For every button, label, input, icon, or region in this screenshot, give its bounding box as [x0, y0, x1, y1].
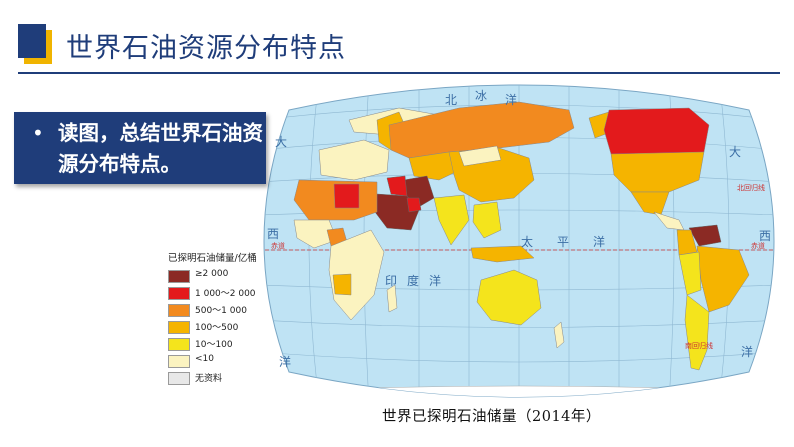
land-central-africa: [328, 229, 385, 321]
title-decoration-block: [18, 24, 52, 64]
land-west-europe: [318, 139, 390, 181]
land-australia: [476, 269, 542, 326]
legend-item-3: 500～1 000: [168, 304, 278, 318]
title-square-icon: [18, 24, 52, 64]
legend-label-7: 无资料: [195, 374, 223, 384]
indian-label-1: 印: [385, 274, 397, 288]
pacific-label-2: 平: [557, 235, 569, 249]
pacific-label-3: 洋: [593, 234, 605, 249]
legend-label-3: 500～1 000: [195, 306, 247, 316]
legend-swatch-7: [168, 372, 190, 385]
callout-text: 读图，总结世界石油资源分布特点。: [58, 121, 263, 176]
legend-swatch-6: [168, 355, 190, 368]
legend-label-6: <10: [195, 354, 214, 364]
legend-label-4: 100～500: [195, 323, 239, 333]
equator-label-left: 赤道: [271, 241, 285, 250]
title-divider: [18, 72, 780, 74]
legend-swatch-2: [168, 287, 190, 300]
equator-label-right: 赤道: [751, 241, 765, 250]
world-oil-reserves-map: 北 冰 洋 太 平 洋 印 度 洋 大 西 洋 大 西 洋 赤道 赤道 北回归线…: [259, 80, 779, 402]
atlantic-right-label-2: 西: [759, 229, 771, 243]
land-canada: [603, 107, 710, 159]
atlantic-left-label-3: 洋: [279, 354, 291, 369]
legend-swatch-5: [168, 338, 190, 351]
tropic-cancer-label: 北回归线: [737, 183, 765, 192]
land-central-asia: [408, 151, 465, 181]
land-argentina: [684, 294, 710, 371]
legend-label-2: 1 000～2 000: [195, 289, 256, 299]
indian-label-3: 洋: [429, 273, 441, 288]
atlantic-left-label-1: 大: [275, 135, 287, 149]
land-new-zealand: [553, 321, 565, 349]
legend-item-5: 10～100: [168, 338, 278, 352]
legend-item-2: 1 000～2 000: [168, 287, 278, 301]
land-angola: [332, 273, 352, 296]
arctic-label-1: 北: [445, 93, 457, 107]
land-peru: [678, 251, 702, 296]
pacific-label-1: 太: [521, 234, 533, 249]
legend-item-1: ≥2 000: [168, 269, 278, 284]
land-mongolia: [458, 145, 502, 167]
legend-title: 已探明石油储量/亿桶: [168, 253, 257, 264]
map-caption: 世界已探明石油储量（2014年）: [382, 409, 601, 425]
land-se-asia: [472, 201, 502, 239]
arctic-label-2: 冰: [475, 89, 487, 103]
land-brazil: [696, 245, 750, 313]
legend-item-4: 100～500: [168, 321, 278, 335]
land-libya: [333, 183, 360, 209]
question-callout: • 读图，总结世界石油资源分布特点。: [14, 112, 266, 184]
land-indonesia: [470, 245, 535, 263]
atlantic-left-label-2: 西: [267, 227, 279, 241]
arctic-label-3: 洋: [505, 92, 517, 107]
atlantic-right-label-1: 大: [729, 145, 741, 159]
land-antarctica: [264, 385, 774, 397]
indian-label-2: 度: [407, 273, 419, 288]
legend-swatch-3: [168, 304, 190, 317]
land-colombia: [676, 229, 698, 256]
legend-label-1: ≥2 000: [195, 269, 229, 279]
page-title: 世界石油资源分布特点: [66, 33, 346, 64]
land-india: [433, 194, 470, 246]
map-legend: 已探明石油储量/亿桶 ≥2 000 1 000～2 000 500～1 000 …: [168, 250, 278, 390]
legend-item-6: <10: [168, 354, 278, 369]
land-russia: [388, 101, 575, 159]
land-madagascar: [386, 284, 398, 313]
legend-label-5: 10～100: [195, 340, 233, 350]
land-venezuela: [688, 224, 722, 247]
callout-bullet: •: [32, 121, 44, 145]
land-west-africa: [293, 219, 338, 249]
atlantic-right-label-3: 洋: [741, 344, 753, 359]
map-svg: 北 冰 洋 太 平 洋 印 度 洋 大 西 洋 大 西 洋 赤道 赤道 北回归线…: [263, 84, 775, 398]
land-gulf: [406, 197, 422, 213]
legend-item-7: 无资料: [168, 372, 278, 386]
legend-swatch-1: [168, 270, 190, 283]
legend-swatch-4: [168, 321, 190, 334]
tropic-capricorn-label: 南回归线: [685, 341, 713, 350]
